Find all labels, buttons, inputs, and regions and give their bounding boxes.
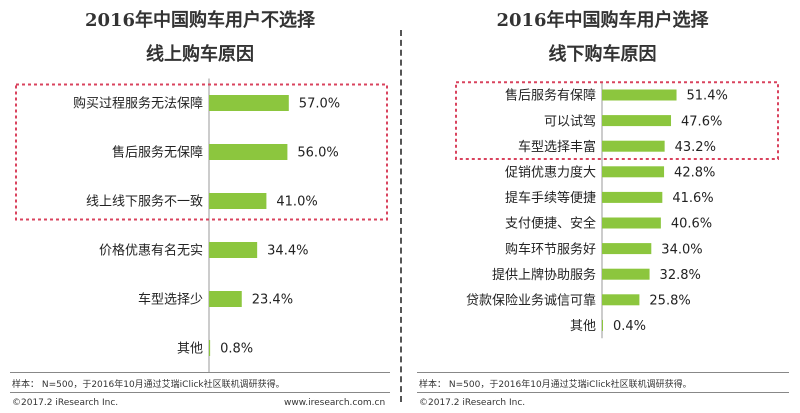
right-category-label: 购车环节服务好 xyxy=(505,241,596,257)
left-website: www.iresearch.com.cn xyxy=(284,398,386,408)
right-source-note: 样本： N=500，于2016年10月通过艾瑞iClick社区联机调研获得。 xyxy=(419,380,692,390)
left-bar xyxy=(209,193,267,209)
left-bar-chart: 购买过程服务无法保障 57.0% 售后服务无保障 56.0% 线上线下服务不一致 41.0… xyxy=(15,78,388,373)
right-category-label: 车型选择丰富 xyxy=(518,139,596,155)
left-bar xyxy=(209,340,211,356)
left-category-label: 车型选择少 xyxy=(138,292,203,308)
right-highlight-box xyxy=(455,81,779,160)
right-bar xyxy=(602,243,652,255)
left-footer-rule xyxy=(10,372,390,373)
right-chart-panel: 2016年中国购车用户选择 线下购车原因 售后服务有保障 51.4% 可以试驾 47.… xyxy=(405,0,800,413)
right-category-label: 贷款保险业务诚信可靠 xyxy=(466,292,596,308)
right-chart-title-line1: 2016年中国购车用户选择 xyxy=(496,10,709,31)
right-category-label: 提供上牌协助服务 xyxy=(492,267,596,283)
right-bar xyxy=(602,294,640,306)
right-value-label: 34.0% xyxy=(661,242,702,257)
right-chart-title-line2: 线下购车原因 xyxy=(548,44,657,65)
right-category-label: 促销优惠力度大 xyxy=(505,164,596,180)
left-chart-panel: 2016年中国购车用户不选择 线上购车原因 购买过程服务无法保障 57.0% 售后服… xyxy=(10,10,390,408)
right-value-label: 47.6% xyxy=(681,114,722,129)
right-value-label: 40.6% xyxy=(671,217,712,232)
right-value-label: 25.8% xyxy=(649,293,690,308)
left-bar xyxy=(209,291,242,307)
left-value-label: 23.4% xyxy=(252,293,293,308)
right-category-label: 售后服务有保障 xyxy=(505,88,596,104)
right-category-label: 提车手续等便捷 xyxy=(505,190,596,206)
right-bar-chart: 售后服务有保障 51.4% 可以试驾 47.6% 车型选择丰富 43.2% 促销优惠力度大 4… xyxy=(455,81,779,339)
right-bar xyxy=(602,268,650,280)
right-value-label: 41.6% xyxy=(672,191,713,206)
right-bar xyxy=(602,89,677,101)
right-category-label: 其他 xyxy=(570,319,596,334)
left-chart-title-line1: 2016年中国购车用户不选择 xyxy=(84,10,316,31)
left-footer-rule-2 xyxy=(10,392,390,393)
left-value-label: 34.4% xyxy=(267,244,308,259)
right-category-label: 可以试驾 xyxy=(544,114,596,129)
left-value-label: 0.8% xyxy=(220,342,253,357)
left-value-label: 57.0% xyxy=(299,97,340,112)
left-bar xyxy=(209,95,289,111)
right-bar xyxy=(602,140,665,152)
right-bar xyxy=(602,191,663,203)
right-copyright: ©2017.2 iResearch Inc. xyxy=(419,398,526,408)
right-value-label: 51.4% xyxy=(687,89,728,104)
panel-divider xyxy=(400,30,402,402)
left-category-label: 线上线下服务不一致 xyxy=(86,194,203,210)
right-bar xyxy=(602,115,672,127)
right-footer-rule-2 xyxy=(417,392,789,393)
right-value-label: 43.2% xyxy=(675,140,716,155)
left-category-label: 价格优惠有名无实 xyxy=(99,243,203,259)
left-value-label: 41.0% xyxy=(276,195,317,210)
left-value-label: 56.0% xyxy=(297,146,338,161)
right-category-label: 支付便捷、安全 xyxy=(505,216,596,232)
left-category-label: 其他 xyxy=(177,342,203,357)
left-category-label: 购买过程服务无法保障 xyxy=(73,96,203,112)
right-value-label: 0.4% xyxy=(613,319,646,334)
left-bar xyxy=(209,242,258,258)
right-bar xyxy=(602,217,661,229)
right-value-label: 42.8% xyxy=(674,165,715,180)
right-value-label: 32.8% xyxy=(660,268,701,283)
left-bar xyxy=(209,144,288,160)
left-chart-title-line2: 线上购车原因 xyxy=(146,44,254,65)
right-footer-rule xyxy=(417,372,789,373)
left-highlight-box xyxy=(15,83,388,221)
left-category-label: 售后服务无保障 xyxy=(112,145,203,161)
right-bar xyxy=(602,319,603,331)
left-copyright: ©2017.2 iResearch Inc. xyxy=(12,398,119,408)
left-source-note: 样本： N=500，于2016年10月通过艾瑞iClick社区联机调研获得。 xyxy=(12,380,285,390)
right-bar xyxy=(602,166,665,178)
